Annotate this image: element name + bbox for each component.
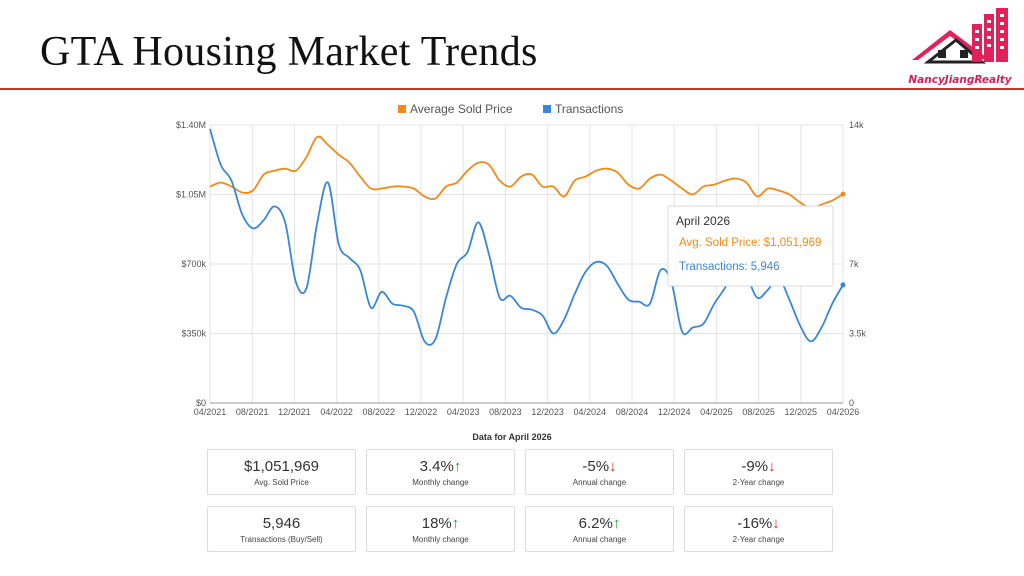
cards-title: Data for April 2026 (472, 432, 552, 442)
y-left-tick-label: $0 (196, 398, 206, 408)
y-left-tick-label: $350k (181, 329, 206, 339)
stat-label: Monthly change (412, 535, 469, 544)
stat-card: 3.4%↑ Monthly change (366, 449, 515, 495)
x-tick-label: 04/2023 (447, 407, 480, 417)
legend-swatch (398, 105, 406, 113)
y-left-tick-label: $1.05M (176, 190, 206, 200)
tooltip-date: April 2026 (676, 214, 730, 228)
stat-label: Monthly change (412, 478, 469, 487)
x-tick-label: 08/2024 (616, 407, 649, 417)
stat-value: 5,946 (262, 515, 301, 532)
x-tick-label: 12/2025 (785, 407, 818, 417)
x-tick-label: 12/2021 (278, 407, 311, 417)
arrow-up-icon: ↑ (612, 515, 621, 532)
x-tick-label: 04/2026 (827, 407, 860, 417)
x-tick-label: 12/2022 (405, 407, 438, 417)
tooltip-price: Avg. Sold Price: $1,051,969 (679, 237, 821, 249)
market-trend-chart[interactable]: 04/2021 08/2021 12/2021 04/2022 08/2022 12/20… (160, 96, 870, 426)
x-tick-label: 04/2022 (320, 407, 353, 417)
stat-label: 2-Year change (732, 535, 785, 544)
y-right-tick-label: 0 (849, 398, 854, 408)
stat-value: 6.2%↑ (578, 515, 621, 532)
stat-card: -9%↓ 2-Year change (684, 449, 833, 495)
stat-label: Annual change (572, 478, 627, 487)
y-left-tick-label: $1.40M (176, 120, 206, 130)
series-point-transactions (840, 282, 846, 288)
y-left-tick-label: $700k (181, 259, 206, 269)
stat-label: Transactions (Buy/Sell) (240, 535, 323, 544)
x-tick-label: 04/2024 (574, 407, 607, 417)
page-title: GTA Housing Market Trends (40, 29, 538, 75)
x-tick-label: 12/2023 (531, 407, 564, 417)
stat-card: $1,051,969 Avg. Sold Price (207, 449, 356, 495)
x-tick-label: 12/2024 (658, 407, 691, 417)
tooltip-box (667, 205, 834, 287)
stat-value: 18%↑ (421, 515, 460, 532)
stat-label: 2-Year change (732, 478, 785, 487)
stat-card: 18%↑ Monthly change (366, 506, 515, 552)
series-line-average-sold-price (209, 135, 844, 210)
y-right-tick-label: 14k (849, 120, 864, 130)
legend-swatch (543, 105, 551, 113)
brand-logo[interactable]: NancyJiangRealty (898, 4, 1022, 90)
stat-card: 6.2%↑ Annual change (525, 506, 674, 552)
legend-label: Transactions (555, 102, 623, 116)
legend-label: Average Sold Price (410, 102, 513, 116)
arrow-down-icon: ↓ (609, 458, 617, 475)
stat-label: Annual change (572, 535, 627, 544)
tooltip-transactions: Transactions: 5,946 (679, 261, 780, 273)
stat-value: 3.4%↑ (419, 458, 462, 475)
x-tick-label: 08/2021 (236, 407, 269, 417)
house-logo-icon (912, 8, 1008, 64)
arrow-up-icon: ↑ (451, 515, 460, 532)
stat-value: -9%↓ (741, 458, 776, 475)
x-tick-label: 04/2021 (194, 407, 227, 417)
arrow-down-icon: ↓ (768, 458, 776, 475)
arrow-up-icon: ↑ (453, 458, 462, 475)
stat-label: Avg. Sold Price (254, 478, 309, 487)
stat-value: $1,051,969 (243, 458, 320, 475)
x-tick-label: 08/2022 (363, 407, 396, 417)
brand-logo-text: NancyJiangRealty (908, 74, 1012, 86)
x-tick-label: 08/2025 (742, 407, 775, 417)
y-right-tick-label: 7k (849, 259, 859, 269)
stat-value: -16%↓ (737, 515, 780, 532)
title-divider (0, 88, 1024, 90)
stat-card: 5,946 Transactions (Buy/Sell) (207, 506, 356, 552)
series-point-average-sold-price (840, 191, 846, 197)
y-right-tick-label: 3.5k (849, 329, 867, 339)
x-tick-label: 08/2023 (489, 407, 522, 417)
stat-card: -5%↓ Annual change (525, 449, 674, 495)
stat-value: -5%↓ (582, 458, 617, 475)
stat-card: -16%↓ 2-Year change (684, 506, 833, 552)
x-tick-label: 04/2025 (700, 407, 733, 417)
arrow-down-icon: ↓ (772, 515, 780, 532)
